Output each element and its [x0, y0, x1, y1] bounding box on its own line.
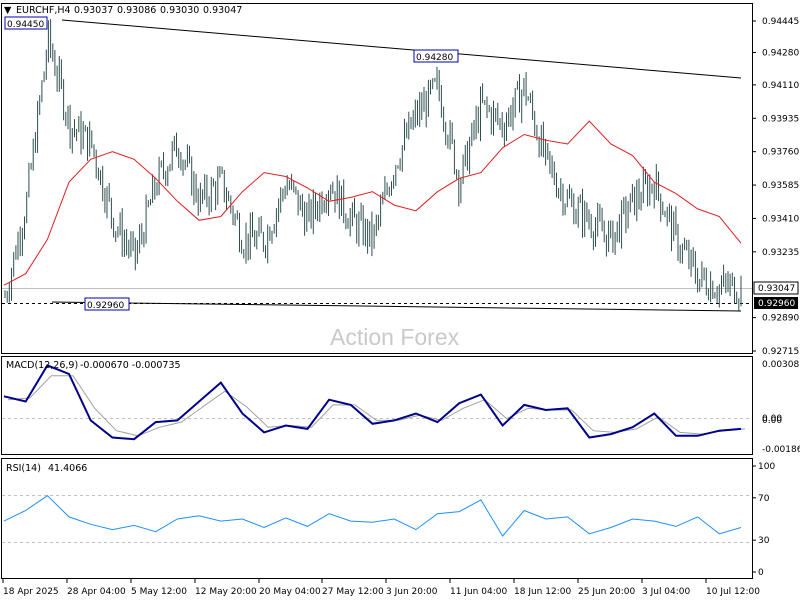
x-tick-label: 3 Jul 04:00	[642, 587, 691, 597]
y-tick-label: 0.92890	[762, 314, 799, 324]
x-tick-label: 18 Jun 12:00	[514, 587, 571, 597]
rsi-label: RSI(14)	[6, 463, 41, 474]
macd-tick-label: -0.001868	[762, 445, 800, 455]
rsi-line	[3, 495, 742, 537]
moving-average-line	[3, 120, 742, 286]
rsi-tick-label: 30	[758, 536, 770, 546]
main-header-symbol: EURCHF,H4	[16, 5, 71, 16]
svg-text:0.92960: 0.92960	[758, 299, 795, 309]
macd-main-line	[3, 364, 742, 441]
main-panel-frame	[1, 3, 753, 354]
rsi-tick-label: 100	[758, 462, 775, 472]
y-tick-label: 0.94445	[762, 17, 799, 27]
macd-panel-frame	[1, 356, 753, 455]
current-price-tag: 0.93047	[753, 281, 799, 295]
y-tick-label: 0.93235	[762, 248, 799, 258]
label-support: 0.92960	[84, 297, 130, 311]
label-mid-high: 0.94280	[413, 49, 459, 63]
rsi-tick-label: 0	[758, 568, 764, 578]
main-header-high: 0.93086	[117, 5, 156, 16]
main-header-open: 0.93037	[74, 5, 113, 16]
candlestick-series	[4, 19, 742, 312]
x-tick-label: 18 Apr 2025	[3, 587, 59, 597]
macd-tick-label: 0.003081	[762, 360, 800, 370]
y-tick-label: 0.93760	[762, 148, 799, 158]
main-y-axis: 0.94445 0.94280 0.94110 0.93935 0.93760 0.935…	[752, 17, 799, 357]
chart-dropdown-icon[interactable]: ▼	[4, 5, 12, 16]
y-tick-label: 0.93585	[762, 181, 799, 191]
x-tick-label: 12 May 20:00	[195, 587, 257, 597]
x-tick-label: 28 Apr 04:00	[67, 587, 126, 597]
rsi-value: 41.4066	[48, 463, 87, 474]
x-tick-label: 10 Jul 12:00	[706, 587, 760, 597]
svg-text:0.92960: 0.92960	[87, 301, 124, 311]
x-tick-label: 20 May 04:00	[259, 587, 321, 597]
macd-tick-label: 0.00	[762, 416, 782, 426]
y-tick-label: 0.93935	[762, 114, 799, 124]
rsi-panel-frame	[1, 458, 753, 579]
x-tick-label: 3 Jun 20:00	[386, 587, 438, 597]
watermark-text: Action Forex	[330, 324, 460, 350]
macd-values: -0.000670 -0.000735	[80, 360, 181, 371]
rsi-tick-label: 70	[758, 494, 770, 504]
upper-trendline	[61, 19, 742, 79]
lower-trendline	[51, 301, 742, 312]
macd-tick-label: 0.00	[762, 414, 782, 424]
time-x-axis: 18 Apr 2025 28 Apr 04:00 5 May 12:00 12 May…	[2, 579, 760, 597]
macd-y-axis: 0.0030810.000.00-0.001868	[762, 360, 800, 455]
svg-text:0.93047: 0.93047	[758, 284, 795, 294]
x-tick-label: 11 Jun 04:00	[450, 587, 507, 597]
x-tick-label: 5 May 12:00	[131, 587, 187, 597]
main-header-close: 0.93047	[203, 5, 242, 16]
label-high-point: 0.94450	[4, 16, 48, 30]
svg-text:0.94280: 0.94280	[416, 53, 453, 63]
x-tick-label: 25 Jun 20:00	[578, 587, 635, 597]
y-tick-label: 0.93410	[762, 214, 799, 224]
y-tick-label: 0.92715	[762, 347, 799, 357]
main-header-low: 0.93030	[160, 5, 199, 16]
x-tick-label: 27 May 12:00	[322, 587, 384, 597]
y-tick-label: 0.94280	[762, 48, 799, 58]
svg-text:0.94450: 0.94450	[7, 20, 44, 30]
macd-label: MACD(12,26,9)	[6, 360, 78, 371]
support-price-tag: 0.92960	[754, 297, 798, 309]
y-tick-label: 0.94110	[762, 81, 799, 91]
rsi-y-axis: 100 70 30 0	[752, 462, 775, 578]
